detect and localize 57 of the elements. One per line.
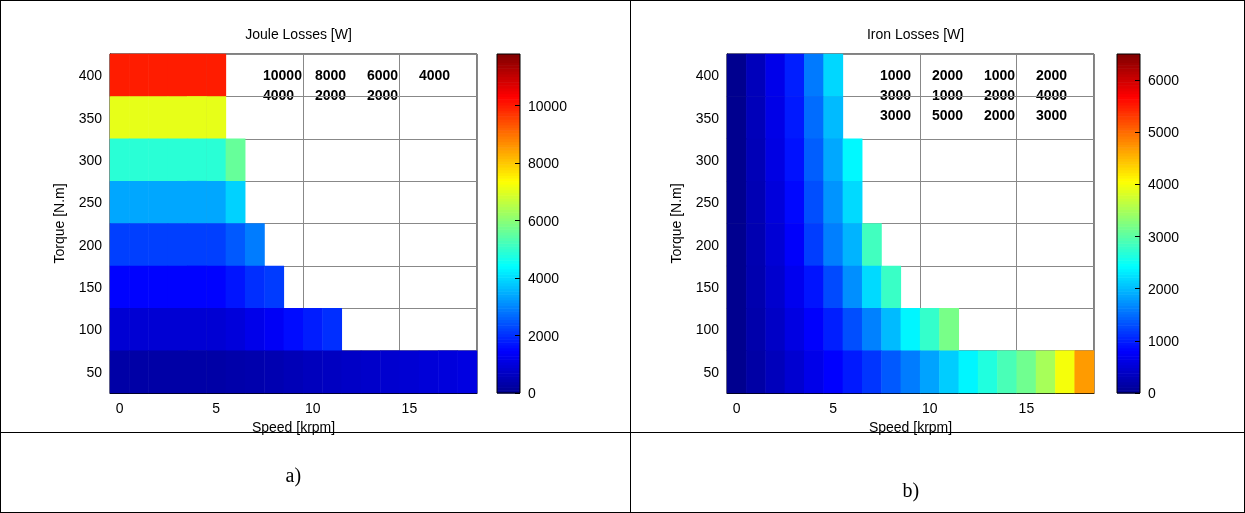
color-bar-label: 1000 — [1148, 332, 1180, 349]
y-tick-label: 100 — [78, 321, 103, 338]
x-tick-label: 5 — [829, 400, 838, 416]
y-tick-label: 250 — [78, 194, 103, 211]
annotation: 2000 — [984, 107, 1016, 123]
annotation: 10000 — [263, 67, 303, 83]
color-bar-label: 8000 — [528, 155, 560, 172]
text: a) — [285, 464, 302, 487]
y-tick-label: 400 — [695, 67, 720, 84]
y-axis-title: Torque [N.m] — [51, 183, 67, 264]
annotation: 1000 — [984, 67, 1016, 83]
text: b) — [902, 479, 920, 502]
x-axis-title: Speed [krpm] — [251, 418, 336, 435]
y-tick-label: 50 — [86, 363, 103, 380]
y-tick-label: 300 — [695, 151, 720, 168]
color-bar-label: 0 — [528, 385, 536, 401]
x-tick-label: 0 — [732, 400, 741, 416]
x-tick-label: 15 — [401, 400, 418, 416]
annotation: 2000 — [1036, 67, 1068, 83]
color-bar-label: 2000 — [1148, 280, 1180, 297]
annotation: 6000 — [367, 67, 399, 83]
y-tick-label: 350 — [78, 109, 103, 126]
x-axis-title: Speed [krpm] — [868, 418, 953, 435]
annotation: 3000 — [880, 107, 912, 123]
annotation: 4000 — [419, 67, 451, 83]
annotation: 8000 — [315, 67, 347, 83]
color-bar-label: 0 — [1148, 385, 1156, 401]
color-bar-label: 4000 — [528, 270, 560, 287]
x-tick-label: 10 — [305, 400, 321, 416]
annotation: 2000 — [932, 67, 964, 83]
y-tick-label: 200 — [695, 236, 720, 253]
x-tick-label: 15 — [1018, 400, 1035, 416]
x-tick-label: 0 — [115, 400, 124, 416]
y-tick-label: 350 — [695, 109, 720, 126]
color-bar-label: 2000 — [528, 327, 560, 344]
color-bar-label: 6000 — [528, 212, 560, 229]
x-tick-label: 10 — [922, 400, 938, 416]
y-tick-label: 250 — [695, 194, 720, 211]
y-tick-label: 150 — [78, 279, 103, 296]
annotation: 5000 — [932, 107, 964, 123]
y-tick-label: 50 — [703, 363, 720, 380]
y-tick-label: 400 — [78, 67, 103, 84]
color-bar-label: 3000 — [1148, 228, 1180, 245]
color-bar-label: 10000 — [528, 97, 568, 114]
chart-title: Iron Losses [W] — [866, 26, 965, 42]
color-bar-label: 5000 — [1148, 124, 1180, 141]
y-tick-label: 300 — [78, 151, 103, 168]
chart-title: Joule Losses [W] — [245, 26, 352, 42]
x-tick-label: 5 — [212, 400, 221, 416]
annotation: 3000 — [1036, 107, 1068, 123]
y-tick-label: 200 — [78, 236, 103, 253]
color-bar-label: 6000 — [1148, 72, 1180, 89]
color-bar-label: 4000 — [1148, 176, 1180, 193]
y-tick-label: 150 — [695, 279, 720, 296]
y-axis-title: Torque [N.m] — [668, 183, 684, 264]
annotation: 1000 — [880, 67, 912, 83]
y-tick-label: 100 — [695, 321, 720, 338]
